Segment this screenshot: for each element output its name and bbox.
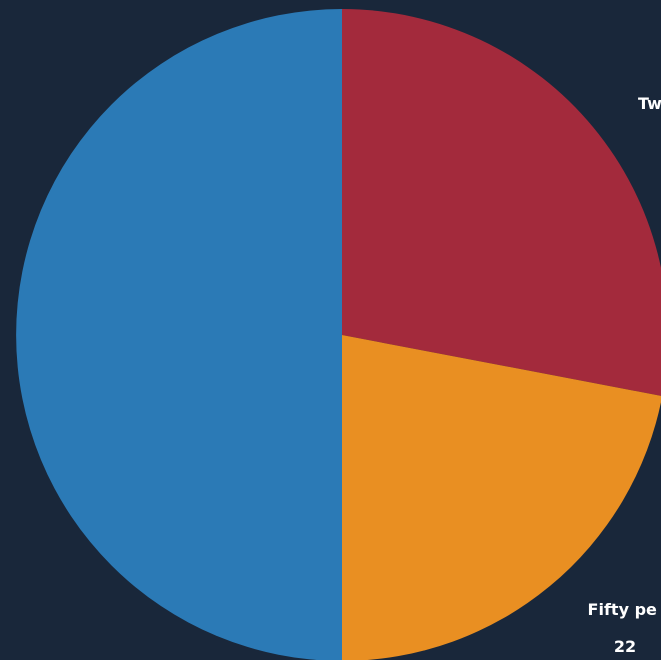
slice-label-1-line-1: Tw bbox=[638, 94, 661, 113]
slice-label-2: Fifty pe 22 bbox=[588, 600, 661, 656]
pie-slice-3 bbox=[16, 9, 342, 660]
slice-label-2-line-1: Fifty pe bbox=[588, 600, 657, 619]
slice-label-2-line-2: 22 bbox=[614, 637, 636, 656]
slice-label-1: Tw bbox=[638, 94, 661, 113]
pie-slice-1 bbox=[342, 9, 661, 396]
pie-labels: Tw Fifty pe 22 bbox=[588, 94, 661, 656]
pie-slice-2 bbox=[342, 335, 661, 660]
pie-slices bbox=[16, 9, 661, 660]
